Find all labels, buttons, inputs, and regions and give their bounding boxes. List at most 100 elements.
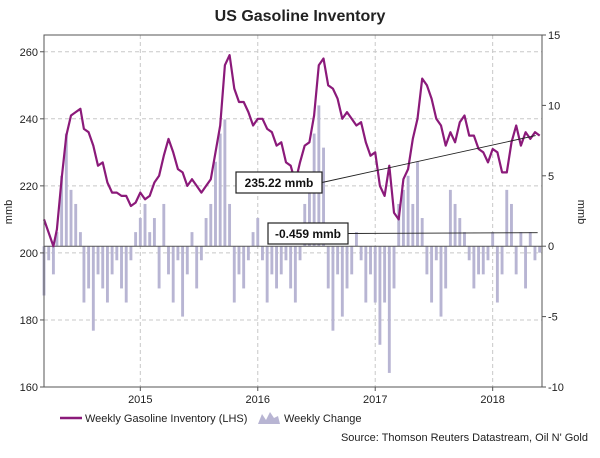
left-tick-label: 200 [20, 248, 38, 260]
weekly-change-bar [110, 246, 114, 275]
weekly-change-bar [505, 189, 509, 247]
weekly-change-bar [152, 218, 156, 247]
weekly-change-bar [538, 246, 542, 253]
weekly-change-bar [491, 232, 495, 247]
weekly-change-bar [336, 246, 340, 275]
weekly-change-bar [105, 246, 109, 303]
left-tick-label: 260 [20, 47, 38, 59]
weekly-change-bar [120, 246, 123, 289]
weekly-change-bar [448, 189, 452, 247]
weekly-change-bar [209, 203, 213, 247]
weekly-change-bar [350, 246, 354, 275]
weekly-change-bar [444, 246, 448, 289]
weekly-change-bar [434, 246, 438, 261]
weekly-change-bar [463, 232, 466, 247]
weekly-change-bar [87, 246, 91, 289]
weekly-change-bar [251, 232, 255, 247]
x-axis-ticks: 2015 2016 2017 2018 [128, 387, 505, 406]
left-tick-label: 180 [20, 315, 38, 327]
weekly-change-bar [481, 246, 485, 275]
annotation-box-change [267, 222, 349, 245]
legend: Weekly Gasoline Inventory (LHS) Weekly C… [60, 412, 361, 425]
weekly-change-bar [237, 246, 241, 275]
weekly-change-bar [524, 246, 527, 289]
weekly-change-bar [167, 246, 170, 275]
grid-lines [44, 35, 542, 388]
x-tick-label: 2017 [363, 394, 387, 406]
weekly-change-bar [115, 246, 119, 261]
annotation-label-change: -0.459 mmb [275, 227, 341, 241]
left-axis-label: mmb [3, 200, 15, 224]
weekly-change-bar [331, 246, 335, 331]
annotation-label-inventory: 235.22 mmb [245, 176, 314, 190]
weekly-change-bar [378, 246, 382, 345]
right-axis-ticks: -10 -5 0 5 10 15 [542, 30, 564, 394]
weekly-change-bar [55, 232, 59, 247]
weekly-change-bar [477, 246, 481, 275]
weekly-change-bar [430, 246, 434, 303]
left-tick-label: 220 [20, 181, 38, 193]
weekly-change-bar [528, 232, 532, 247]
right-tick-label: -5 [548, 312, 558, 324]
weekly-change-bar [293, 246, 297, 303]
legend-label-change: Weekly Change [284, 413, 361, 425]
weekly-change-bar [101, 246, 105, 289]
weekly-change-bar [69, 189, 73, 247]
weekly-change-bar [190, 232, 194, 247]
weekly-change-bar [373, 246, 377, 303]
weekly-change-bar [298, 246, 302, 261]
left-tick-label: 240 [20, 114, 38, 126]
weekly-change-bar [91, 246, 95, 331]
inventory-line [42, 53, 541, 248]
legend-label-inventory: Weekly Gasoline Inventory (LHS) [85, 413, 247, 425]
weekly-change-bar [439, 246, 443, 317]
weekly-change-bar [500, 246, 504, 275]
weekly-change-bar [47, 246, 51, 261]
weekly-change-bar [401, 189, 405, 247]
weekly-change-bar [270, 246, 274, 275]
weekly-change-bar [514, 246, 518, 275]
legend-swatch-change [258, 412, 280, 424]
right-tick-label: 0 [548, 241, 554, 253]
weekly-change-bar [214, 161, 217, 247]
chart-title: US Gasoline Inventory [215, 8, 386, 25]
weekly-change-bar [392, 246, 396, 289]
x-tick-label: 2016 [246, 394, 270, 406]
weekly-change-bar [261, 246, 264, 261]
weekly-change-bar [199, 246, 203, 261]
weekly-change-bar [148, 232, 152, 247]
weekly-change-bar [279, 246, 283, 275]
weekly-change-bar [425, 246, 429, 275]
weekly-change-bar [162, 203, 166, 247]
weekly-change-bar [176, 246, 180, 261]
weekly-change-bar [387, 246, 391, 373]
annotations: 235.22 mmb -0.459 mmb [235, 135, 538, 245]
weekly-change-bar [124, 246, 128, 303]
weekly-change-bar [232, 246, 236, 303]
weekly-change-bar [129, 246, 133, 261]
weekly-change-bar [340, 246, 344, 317]
weekly-change-bar [275, 246, 278, 289]
x-tick-label: 2015 [128, 394, 152, 406]
weekly-change-bar [510, 203, 513, 247]
weekly-change-bar [354, 232, 358, 247]
right-tick-label: -10 [548, 382, 564, 394]
weekly-change-bar [74, 203, 78, 247]
weekly-change-bar [204, 218, 208, 247]
weekly-change-bar [458, 218, 462, 247]
weekly-change-bar [289, 246, 293, 289]
weekly-change-bar [265, 246, 269, 303]
right-tick-label: 15 [548, 30, 560, 42]
annotation-leader-inventory [321, 135, 536, 183]
annotation-box-inventory [235, 171, 323, 194]
weekly-change-bar [96, 246, 100, 275]
weekly-change-bar [64, 133, 68, 247]
weekly-change-bar [256, 218, 260, 247]
weekly-change-bar [308, 189, 311, 247]
weekly-change-bar [472, 246, 476, 289]
weekly-change-bar [51, 246, 55, 275]
weekly-change-bar [185, 246, 189, 275]
weekly-change-bar [78, 232, 82, 247]
weekly-change-bar [420, 218, 424, 247]
weekly-change-bar [369, 246, 372, 275]
